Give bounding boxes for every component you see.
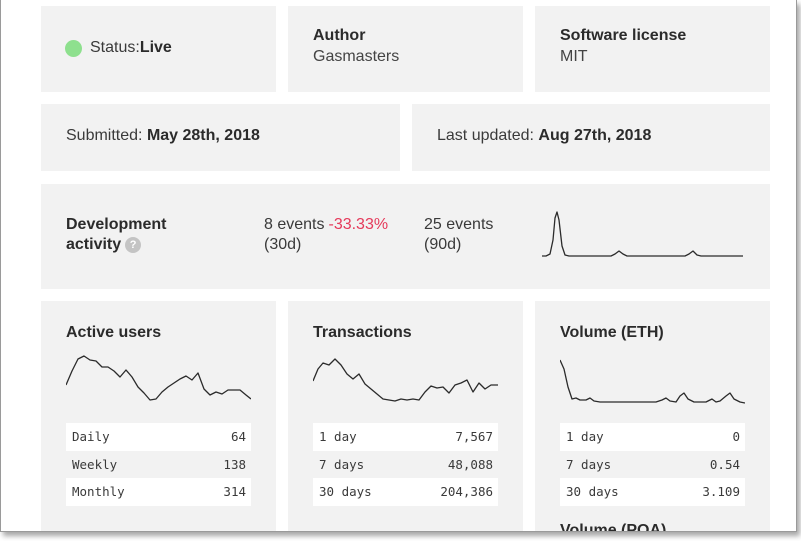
development-activity-title: Development activity? xyxy=(66,215,206,255)
transactions-title: Transactions xyxy=(313,324,412,341)
volume-eth-table: 1 day 0 7 days 0.54 30 days 3.109 xyxy=(560,423,745,506)
license-card: Software license MIT xyxy=(535,6,770,92)
submitted-value: May 28th, 2018 xyxy=(146,127,260,144)
submitted-line: Submitted: May 28th, 2018 xyxy=(66,127,260,145)
dev-stat-90d: 25 events (90d) xyxy=(424,215,493,255)
row-value: 0 xyxy=(732,429,740,445)
row-label: 7 days xyxy=(319,456,365,472)
row-value: 0.54 xyxy=(709,456,740,472)
row-value: 64 xyxy=(230,429,246,445)
development-activity-sparkline xyxy=(542,211,743,257)
row-label: 7 days xyxy=(566,456,612,472)
period-30d: (30d) xyxy=(264,236,302,253)
submitted-label: Submitted: xyxy=(66,127,147,144)
volume-poa-title: Volume (POA) xyxy=(560,522,667,532)
status-card: Status: Live xyxy=(41,6,276,92)
updated-line: Last updated: Aug 27th, 2018 xyxy=(437,127,651,145)
table-row: Daily 64 xyxy=(66,423,251,451)
row-value: 48,088 xyxy=(447,456,493,472)
row-label: 30 days xyxy=(566,484,619,500)
table-row: 7 days 0.54 xyxy=(560,450,745,478)
row-value: 138 xyxy=(223,456,246,472)
table-row: Monthly 314 xyxy=(66,478,251,506)
volume-eth-title: Volume (ETH) xyxy=(560,324,664,341)
row-label: 1 day xyxy=(319,429,357,445)
dev-title-line1: Development xyxy=(66,216,167,233)
updated-value: Aug 27th, 2018 xyxy=(538,127,652,144)
dev-title-line2: activity xyxy=(66,236,122,253)
transactions-card: Transactions 1 day 7,567 7 days 48,088 30 … xyxy=(288,301,523,531)
row-label: Weekly xyxy=(72,456,118,472)
author-value: Gasmasters xyxy=(313,48,400,65)
row-label: Monthly xyxy=(72,484,125,500)
status-value: Live xyxy=(139,39,172,56)
dev-stat-30d: 8 events -33.33% (30d) xyxy=(264,215,388,255)
help-icon[interactable]: ? xyxy=(125,236,142,253)
dapp-stats-panel: Status: Live Author Gasmasters Software … xyxy=(0,0,797,532)
row-label: Daily xyxy=(72,429,110,445)
events-30d: 8 events xyxy=(264,216,325,233)
transactions-sparkline xyxy=(313,358,498,402)
transactions-table: 1 day 7,567 7 days 48,088 30 days 204,386 xyxy=(313,423,498,506)
row-value: 7,567 xyxy=(455,429,493,445)
volume-eth-card: Volume (ETH) 1 day 0 7 days 0.54 30 days 3.… xyxy=(535,301,770,532)
events-90d: 25 events xyxy=(424,216,494,233)
license-value: MIT xyxy=(560,48,588,65)
table-row: 1 day 0 xyxy=(560,423,745,451)
status-live-dot-icon xyxy=(65,39,82,57)
status-line: Status: Live xyxy=(65,39,172,57)
status-label: Status: xyxy=(90,39,140,56)
table-row: Weekly 138 xyxy=(66,450,251,478)
active-users-card: Active users Daily 64 Weekly 138 Monthly 31… xyxy=(41,301,276,531)
table-row: 30 days 204,386 xyxy=(313,478,498,506)
period-90d: (90d) xyxy=(424,236,462,253)
updated-label: Last updated: xyxy=(437,127,539,144)
updated-card: Last updated: Aug 27th, 2018 xyxy=(412,104,770,171)
active-users-table: Daily 64 Weekly 138 Monthly 314 xyxy=(66,423,251,506)
table-row: 1 day 7,567 xyxy=(313,423,498,451)
author-card: Author Gasmasters xyxy=(288,6,523,92)
table-row: 7 days 48,088 xyxy=(313,450,498,478)
license-title: Software license xyxy=(560,27,687,44)
change-30d: -33.33% xyxy=(328,216,389,233)
row-value: 204,386 xyxy=(440,484,493,500)
volume-eth-sparkline xyxy=(560,359,745,404)
submitted-card: Submitted: May 28th, 2018 xyxy=(41,104,400,171)
active-users-sparkline xyxy=(66,355,251,401)
row-label: 30 days xyxy=(319,484,372,500)
row-label: 1 day xyxy=(566,429,604,445)
development-activity-card: Development activity? 8 events -33.33% (3… xyxy=(41,184,770,289)
row-value: 314 xyxy=(223,484,246,500)
active-users-title: Active users xyxy=(66,324,162,341)
table-row: 30 days 3.109 xyxy=(560,478,745,506)
author-title: Author xyxy=(313,27,366,44)
row-value: 3.109 xyxy=(702,484,740,500)
